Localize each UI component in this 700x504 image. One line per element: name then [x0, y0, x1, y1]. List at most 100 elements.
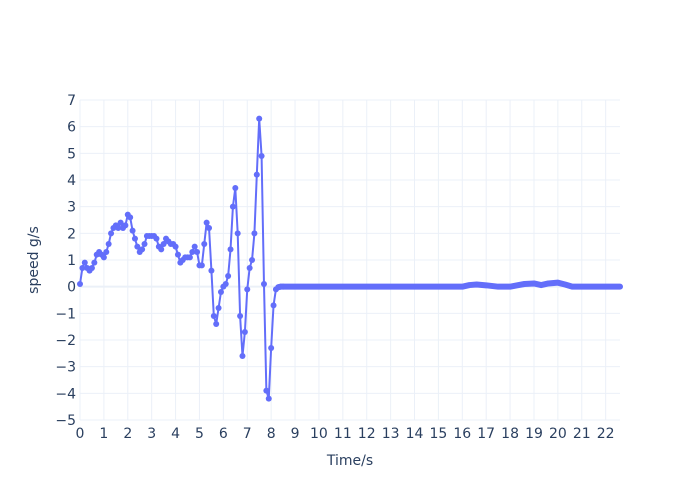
x-tick-label: 9	[291, 426, 300, 442]
data-point[interactable]	[105, 241, 112, 247]
data-point[interactable]	[215, 305, 222, 311]
data-point[interactable]	[141, 241, 148, 247]
data-point[interactable]	[158, 246, 165, 253]
data-point[interactable]	[265, 395, 272, 402]
data-point[interactable]	[241, 329, 248, 335]
data-point[interactable]	[108, 230, 115, 237]
y-tick-label: 1	[67, 253, 76, 269]
x-tick-label: 4	[171, 426, 180, 442]
x-axis-title: Time/s	[326, 453, 373, 469]
data-point[interactable]	[153, 235, 160, 242]
y-tick-label: 0	[67, 280, 76, 296]
data-point[interactable]	[134, 243, 141, 250]
x-tick-label: 17	[477, 426, 495, 442]
data-point[interactable]	[256, 115, 263, 122]
tick-layer: 0 1 2 3 4 5 6 7 8 9 10 11 12 13 14 15 16 17 18 19 20 21 22−5−4…	[55, 93, 614, 442]
y-tick-label: −5	[55, 413, 76, 429]
data-point[interactable]	[117, 219, 124, 226]
data-point[interactable]	[81, 259, 88, 266]
x-tick-label: 19	[525, 426, 543, 442]
data-point[interactable]	[131, 235, 138, 242]
x-tick-label: 15	[429, 426, 447, 442]
data-point[interactable]	[206, 225, 213, 231]
x-tick-label: 8	[267, 426, 276, 442]
x-tick-label: 11	[334, 426, 352, 442]
data-point[interactable]	[246, 265, 253, 271]
data-point[interactable]	[251, 230, 258, 237]
data-point[interactable]	[239, 353, 246, 359]
data-point[interactable]	[232, 185, 239, 191]
x-tick-label: 7	[243, 426, 252, 442]
data-point[interactable]	[244, 286, 251, 293]
grid-layer	[79, 99, 620, 421]
x-tick-label: 0	[76, 426, 85, 442]
x-tick-label: 1	[99, 426, 108, 442]
data-point[interactable]	[172, 243, 179, 250]
series-layer	[77, 115, 623, 402]
data-point[interactable]	[270, 302, 277, 309]
y-tick-label: 3	[67, 200, 76, 216]
data-point[interactable]	[189, 249, 196, 255]
data-point[interactable]	[258, 153, 265, 159]
data-point[interactable]	[201, 241, 208, 247]
data-point[interactable]	[77, 281, 83, 287]
data-point[interactable]	[139, 246, 146, 253]
y-tick-label: 2	[67, 226, 76, 242]
data-point[interactable]	[253, 171, 260, 178]
x-tick-label: 16	[453, 426, 471, 442]
x-tick-label: 14	[406, 426, 424, 442]
data-point[interactable]	[210, 313, 217, 319]
x-tick-label: 12	[358, 426, 376, 442]
data-point[interactable]	[100, 254, 107, 261]
x-tick-label: 2	[123, 426, 132, 442]
x-tick-label: 13	[382, 426, 400, 442]
data-point[interactable]	[174, 251, 181, 258]
y-axis-title: speed g/s	[26, 226, 42, 294]
x-tick-label: 18	[501, 426, 519, 442]
x-tick-label: 6	[219, 426, 228, 442]
data-point[interactable]	[234, 230, 241, 237]
data-point[interactable]	[213, 321, 220, 327]
data-point[interactable]	[115, 225, 122, 231]
data-point[interactable]	[263, 387, 270, 394]
y-tick-label: 6	[67, 120, 76, 136]
data-point[interactable]	[127, 214, 134, 221]
data-point[interactable]	[260, 281, 267, 287]
x-tick-label: 3	[147, 426, 156, 442]
data-point[interactable]	[222, 281, 229, 287]
dense-marker-band	[275, 279, 623, 291]
y-tick-label: −4	[55, 386, 76, 402]
y-tick-label: −1	[55, 306, 76, 322]
x-tick-label: 10	[310, 426, 328, 442]
data-point[interactable]	[249, 257, 256, 263]
data-point[interactable]	[194, 249, 201, 255]
y-tick-label: −2	[55, 333, 76, 349]
data-point[interactable]	[229, 203, 236, 210]
data-point[interactable]	[186, 254, 193, 261]
x-tick-label: 21	[573, 426, 591, 442]
data-point[interactable]	[227, 246, 234, 253]
y-tick-label: 7	[67, 93, 76, 109]
data-point[interactable]	[237, 313, 244, 319]
data-point[interactable]	[268, 345, 275, 351]
data-point[interactable]	[203, 219, 210, 226]
y-tick-label: 5	[67, 146, 76, 162]
data-point[interactable]	[129, 227, 136, 234]
data-point[interactable]	[88, 265, 95, 271]
data-point[interactable]	[91, 259, 98, 266]
x-tick-label: 20	[549, 426, 567, 442]
data-point[interactable]	[208, 267, 215, 274]
data-point[interactable]	[191, 243, 198, 250]
data-point[interactable]	[103, 249, 110, 255]
data-point[interactable]	[160, 241, 167, 247]
y-tick-label: 4	[67, 173, 76, 189]
data-point[interactable]	[122, 222, 129, 229]
data-point[interactable]	[217, 289, 224, 295]
data-point[interactable]	[79, 265, 86, 271]
y-tick-label: −3	[55, 360, 76, 376]
data-point[interactable]	[198, 262, 205, 269]
data-point[interactable]	[225, 273, 232, 279]
